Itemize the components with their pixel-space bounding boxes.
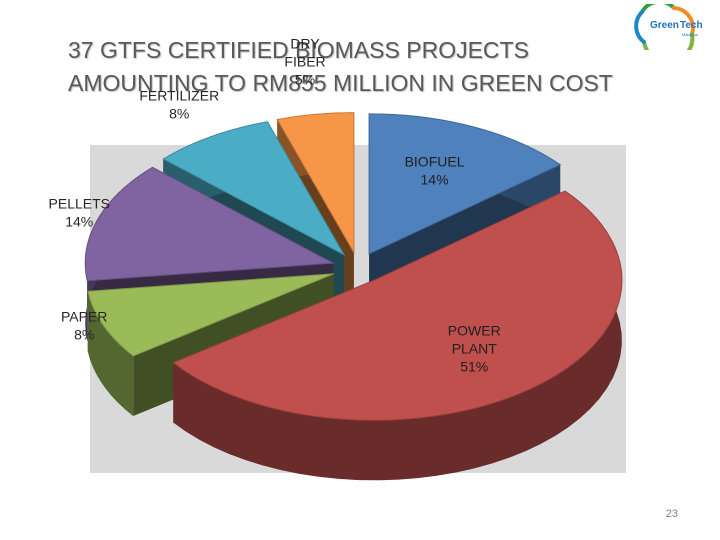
logo-arc-green [640,4,676,14]
pie-label-category-power-plant: PLANT [452,340,498,356]
pie-label-category-dry-fiber: DRY [290,35,320,51]
pie-label-pellets: PELLETS 14% [49,195,110,229]
pie-slice-side-power-plant [173,191,622,481]
pie-slice-power-plant [172,190,623,421]
pie-slice-fertilizer [162,121,346,257]
pie-top-layer [84,112,623,421]
logo-subtitle: Malaysia [682,32,699,37]
pie-label-fertilizer: FERTILIZER 8% [139,87,219,121]
pie-slice-dry-fiber [276,112,355,255]
logo-word-green: Green [650,20,679,31]
logo-arc-blue [634,10,646,44]
pie-label-dry-fiber: DRY FIBER 5% [284,35,325,87]
pie-label-value-dry-fiber: 5% [295,71,315,87]
pie-label-category-pellets: PELLETS [49,195,110,211]
greentech-logo: Green Tech Malaysia [634,4,703,50]
pie-label-category-dry-fiber: FIBER [284,53,325,69]
title-line-2: AMOUNTING TO RM855 MILLION IN GREEN COST [68,70,613,96]
pie-label-biofuel: BIOFUEL 14% [405,153,465,187]
logo-word-tech: Tech [680,20,703,31]
pie-label-value-pellets: 14% [65,213,93,229]
pie-slice-pellets [84,166,336,282]
pie-slice-biofuel [368,113,562,255]
pie-label-paper: PAPER 8% [61,308,107,342]
logo-arc-orange [672,6,695,36]
page-number: 23 [665,508,678,520]
pie-label-value-power-plant: 51% [460,358,488,374]
pie-label-layer: BIOFUEL 14% POWER PLANT 51% PAPER 8% PELLETS 14%… [49,35,501,374]
pie-label-value-fertilizer: 8% [169,105,189,121]
pie-slice-paper [87,273,335,357]
pie-label-category-paper: PAPER [61,308,107,324]
pie-label-category-power-plant: POWER [448,322,501,338]
title-line-1: 37 GTFS CERTIFIED BIOMASS PROJECTS [68,37,529,63]
pie-label-value-paper: 8% [74,326,94,342]
pie-label-value-biofuel: 14% [421,171,449,187]
pie-slice-side-paper [87,291,134,417]
slide-title: 37 GTFS CERTIFIED BIOMASS PROJECTS AMOUN… [68,34,668,100]
pie-label-power-plant: POWER PLANT 51% [448,322,501,374]
logo-arc-lightgreen [642,32,695,50]
pie-label-category-fertilizer: FERTILIZER [139,87,219,103]
pie-label-category-biofuel: BIOFUEL [405,153,465,169]
